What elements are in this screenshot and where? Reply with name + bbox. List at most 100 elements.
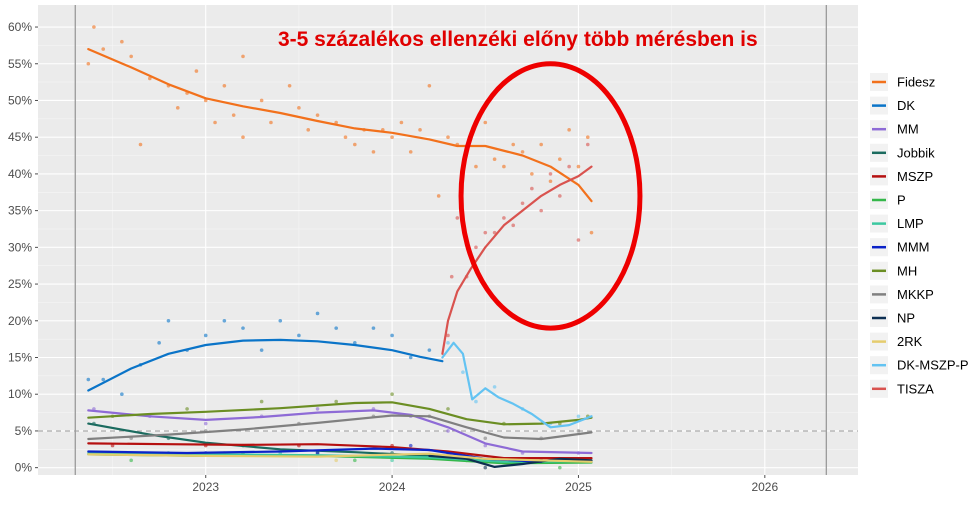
poll-point-tisza bbox=[502, 216, 506, 220]
poll-point-fidesz bbox=[334, 120, 338, 125]
trend-line-fidesz bbox=[87, 48, 593, 203]
poll-point-fidesz bbox=[446, 135, 450, 139]
poll-point-fidesz bbox=[371, 150, 376, 154]
poll-point-fidesz bbox=[259, 98, 264, 103]
poll-point-lmp bbox=[390, 458, 394, 463]
poll-point-mm bbox=[446, 429, 450, 433]
poll-point-fidesz bbox=[129, 54, 133, 59]
poll-point-fidesz bbox=[315, 113, 320, 117]
poll-point-fidesz bbox=[520, 150, 525, 154]
poll-point-fidesz bbox=[474, 164, 478, 169]
poll-point-dk bbox=[315, 311, 320, 316]
y-tick-label: 55% bbox=[8, 57, 32, 71]
trend-line-dk-mszp-p bbox=[441, 341, 593, 429]
poll-point-fidesz bbox=[92, 25, 96, 29]
poll-point-tisza bbox=[483, 230, 488, 235]
legend-label: Fidesz bbox=[897, 75, 935, 90]
poll-point-tisza bbox=[511, 223, 516, 228]
poll-point-fidesz bbox=[576, 164, 581, 169]
poll-point-fidesz bbox=[539, 142, 543, 147]
poll-point-fidesz bbox=[222, 83, 227, 88]
y-tick-label: 25% bbox=[8, 277, 32, 291]
x-tick-label: 2026 bbox=[751, 480, 778, 494]
poll-point-mmm bbox=[315, 451, 320, 455]
poll-point-fidesz bbox=[231, 113, 236, 117]
poll-point-fidesz bbox=[353, 142, 357, 147]
poll-point-dk bbox=[259, 348, 264, 352]
poll-point-tisza bbox=[455, 216, 460, 220]
boundary-lines bbox=[74, 5, 827, 475]
legend-label: DK-MSZP-P bbox=[897, 358, 969, 373]
y-tick-label: 0% bbox=[15, 461, 33, 475]
poll-point-fidesz bbox=[418, 128, 422, 132]
poll-point-fidesz bbox=[399, 120, 404, 125]
poll-point-tisza bbox=[446, 333, 450, 338]
y-tick-label: 60% bbox=[8, 20, 32, 34]
poll-point-tisza bbox=[530, 186, 534, 191]
poll-point-dk bbox=[408, 355, 413, 360]
poll-point-dk-mszp-p bbox=[461, 370, 465, 374]
poll-point-fidesz bbox=[101, 47, 106, 51]
trend-lines bbox=[87, 48, 593, 468]
poll-point-fidesz bbox=[558, 157, 562, 162]
poll-point-fidesz bbox=[408, 150, 413, 154]
poll-point-fidesz bbox=[287, 83, 292, 88]
poll-point-mm bbox=[315, 407, 320, 411]
trend-line-mm bbox=[87, 409, 593, 455]
trend-line-mh bbox=[87, 401, 593, 426]
poll-point-fidesz bbox=[511, 142, 516, 147]
y-tick-label: 45% bbox=[8, 130, 32, 144]
trend-line-np bbox=[428, 454, 593, 468]
poll-point-mm bbox=[483, 443, 488, 448]
poll-point-dk bbox=[222, 318, 227, 323]
poll-point-tisza bbox=[576, 238, 581, 242]
legend-label: Jobbik bbox=[897, 145, 935, 160]
poll-point-fidesz bbox=[120, 39, 124, 44]
poll-point-dk-mszp-p bbox=[446, 341, 450, 345]
poll-point-mh bbox=[390, 392, 394, 397]
legend-label: 2RK bbox=[897, 334, 923, 349]
poll-point-p bbox=[558, 465, 562, 470]
poll-point-np bbox=[483, 465, 488, 470]
poll-point-dk bbox=[390, 333, 394, 338]
poll-point-fidesz bbox=[548, 179, 553, 184]
y-tick-label: 5% bbox=[15, 424, 33, 438]
poll-point-fidesz bbox=[241, 135, 245, 139]
poll-point-fidesz bbox=[530, 172, 534, 176]
x-tick-label: 2024 bbox=[379, 480, 406, 494]
poll-point-dk bbox=[278, 318, 283, 323]
poll-point-fidesz bbox=[269, 120, 273, 125]
poll-point-fidesz bbox=[194, 69, 199, 73]
legend-label: MH bbox=[897, 263, 917, 278]
poll-point-mh bbox=[334, 399, 338, 404]
legend-label: P bbox=[897, 193, 906, 208]
poll-point-dk bbox=[297, 333, 301, 338]
legend: Fidesz DK MM Jobbik MSZP P LMP MMM MH MKKP NP 2RK DK… bbox=[870, 73, 969, 398]
y-tick-label: 15% bbox=[8, 351, 32, 365]
poll-point-fidesz bbox=[427, 83, 432, 88]
poll-point-dk bbox=[241, 326, 245, 330]
chart-annotation: 3-5 százalékos ellenzéki előny több méré… bbox=[278, 28, 758, 51]
legend-label: MKKP bbox=[897, 287, 934, 302]
trend-line-mkkp bbox=[87, 414, 593, 441]
y-tick-label: 10% bbox=[8, 387, 32, 401]
poll-point-tisza bbox=[449, 274, 454, 279]
poll-point-fidesz bbox=[297, 106, 301, 110]
poll-point-2rk bbox=[334, 458, 338, 463]
poll-point-mh bbox=[185, 407, 189, 411]
poll-point-dk bbox=[334, 326, 338, 330]
poll-point-fidesz bbox=[436, 194, 441, 198]
poll-point-mkkp bbox=[576, 429, 581, 433]
poll-point-fidesz bbox=[390, 135, 394, 139]
poll-point-tisza bbox=[567, 164, 571, 169]
poll-point-dk bbox=[353, 341, 357, 345]
y-tick-label: 20% bbox=[8, 314, 32, 328]
y-tick-label: 40% bbox=[8, 167, 32, 181]
y-axis-ticks: 0% 5% 10% 15% 20% 25% 30% 35% 40% 45% 50% 55% 60% bbox=[8, 20, 38, 475]
trend-line-2rk bbox=[87, 452, 593, 463]
poll-point-fidesz bbox=[138, 142, 143, 147]
plot-panel bbox=[38, 5, 858, 475]
poll-point-dk-mszp-p bbox=[492, 385, 497, 389]
legend-label: MSZP bbox=[897, 169, 933, 184]
